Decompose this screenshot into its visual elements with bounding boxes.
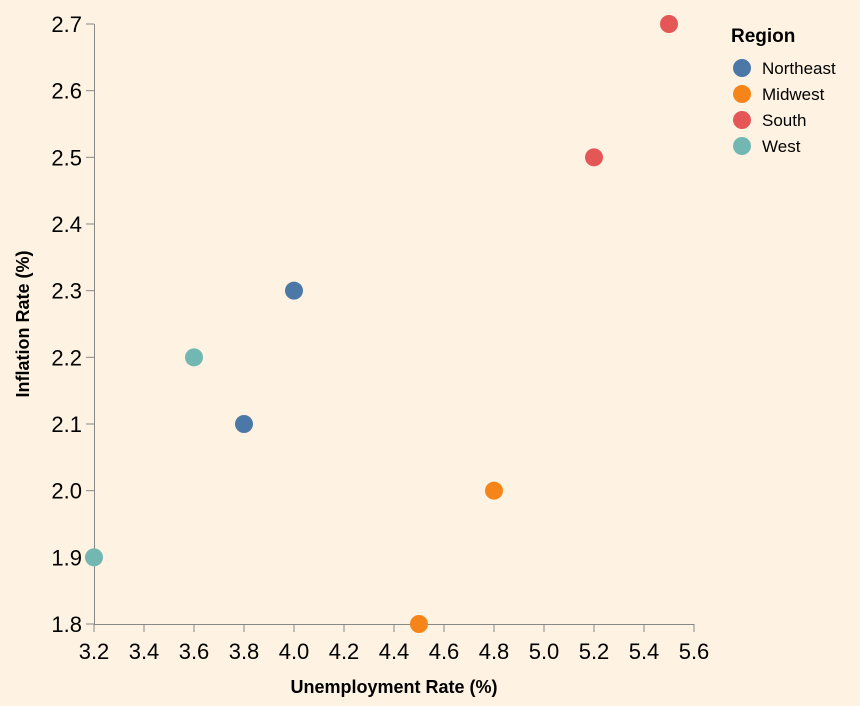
y-tick-label: 1.9 [51, 545, 82, 570]
legend-symbol-west [733, 137, 751, 155]
data-point-midwest [410, 615, 428, 633]
y-tick-label: 1.8 [51, 612, 82, 637]
x-axis-title: Unemployment Rate (%) [290, 677, 497, 697]
data-point-south [585, 148, 603, 167]
data-point-northeast [285, 281, 303, 300]
data-point-south [660, 15, 678, 33]
y-tick-label: 2.4 [51, 212, 82, 237]
y-tick-label: 2.3 [51, 279, 82, 304]
x-axis: 3.2 3.4 3.6 3.8 4.0 4.2 4.4 4.6 4.8 5.0 5.2 5.4 5.6 [79, 624, 710, 664]
legend-label-northeast: Northeast [762, 59, 836, 78]
data-point-northeast [235, 415, 253, 433]
legend-label-west: West [762, 137, 801, 156]
y-tick-label: 2.2 [51, 345, 82, 370]
x-tick-label: 4.4 [379, 639, 410, 664]
data-point-midwest [485, 481, 503, 500]
legend-label-midwest: Midwest [762, 85, 825, 104]
x-tick-label: 4.8 [479, 639, 510, 664]
legend-symbol-south [733, 111, 751, 129]
x-tick-label: 5.4 [629, 639, 660, 664]
x-tick-label: 5.6 [679, 639, 710, 664]
legend-symbol-midwest [733, 85, 751, 103]
legend-symbol-northeast [733, 59, 751, 77]
data-points [85, 15, 678, 633]
data-point-west [185, 348, 203, 367]
legend: Region Northeast Midwest South West [731, 26, 836, 156]
y-tick-label: 2.6 [51, 79, 82, 104]
x-tick-label: 3.8 [229, 639, 260, 664]
x-tick-label: 5.2 [579, 639, 610, 664]
legend-label-south: South [762, 111, 806, 130]
x-tick-label: 4.2 [329, 639, 360, 664]
y-tick-label: 2.1 [51, 412, 82, 437]
y-tick-label: 2.7 [51, 12, 82, 37]
legend-title: Region [731, 26, 795, 47]
y-tick-label: 2.0 [51, 479, 82, 504]
x-tick-label: 4.6 [429, 639, 460, 664]
x-tick-label: 3.2 [79, 639, 110, 664]
x-tick-label: 5.0 [529, 639, 560, 664]
y-tick-label: 2.5 [51, 145, 82, 170]
x-tick-label: 3.6 [179, 639, 210, 664]
y-axis-title: Inflation Rate (%) [13, 250, 33, 397]
x-tick-label: 4.0 [279, 639, 310, 664]
x-tick-label: 3.4 [129, 639, 160, 664]
y-axis: 1.8 1.9 2.0 2.1 2.2 2.3 2.4 2.5 2.6 2.7 [51, 12, 95, 637]
data-point-west [85, 548, 103, 567]
